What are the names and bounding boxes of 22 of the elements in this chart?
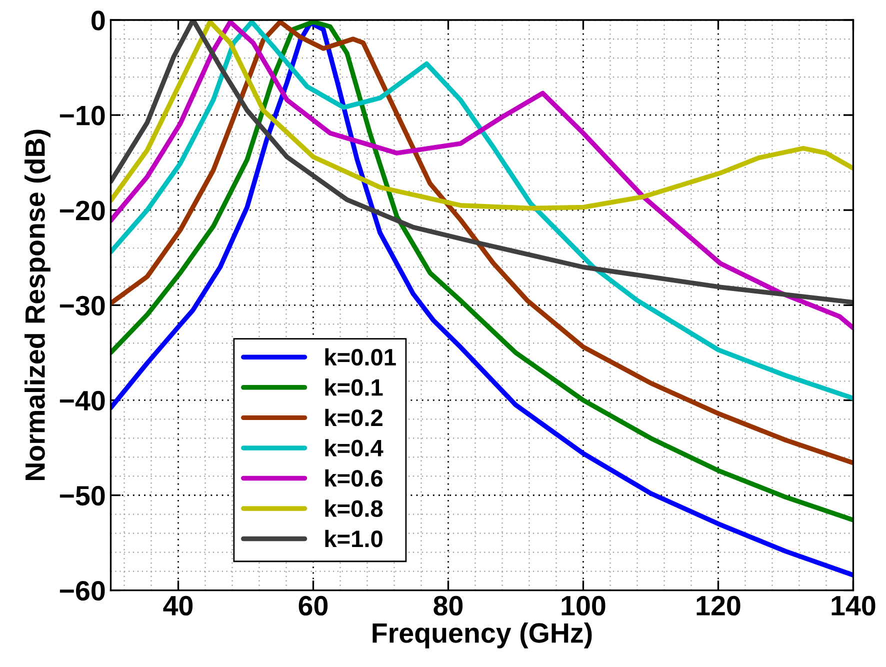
legend-label: k=0.4 (325, 439, 384, 456)
y-tick-label: −40 (60, 390, 105, 411)
legend-label: k=0.01 (325, 348, 396, 366)
x-tick-label: 80 (434, 596, 463, 616)
y-tick-label: −60 (60, 580, 105, 601)
y-tick-label: −20 (60, 200, 105, 220)
legend-label: k=1.0 (325, 530, 382, 548)
x-tick-label: 140 (832, 596, 876, 616)
y-tick-label: −50 (60, 486, 105, 506)
x-tick-label: 100 (562, 596, 606, 616)
y-axis-title: Normalized Response (dB) (24, 130, 50, 480)
legend-label: k=0.6 (325, 469, 383, 487)
x-tick-label: 40 (163, 596, 193, 616)
x-tick-label: 60 (298, 596, 328, 616)
legend-label: k=0.2 (325, 408, 382, 426)
legend-label: k=0.8 (325, 500, 383, 517)
y-tick-label: 0 (92, 10, 105, 30)
y-tick-label: −30 (60, 296, 105, 316)
y-tick-label: −10 (60, 106, 105, 126)
legend-label: k=0.1 (325, 378, 383, 396)
x-tick-label: 120 (696, 596, 740, 616)
x-axis-title: Frequency (GHz) (372, 622, 592, 648)
